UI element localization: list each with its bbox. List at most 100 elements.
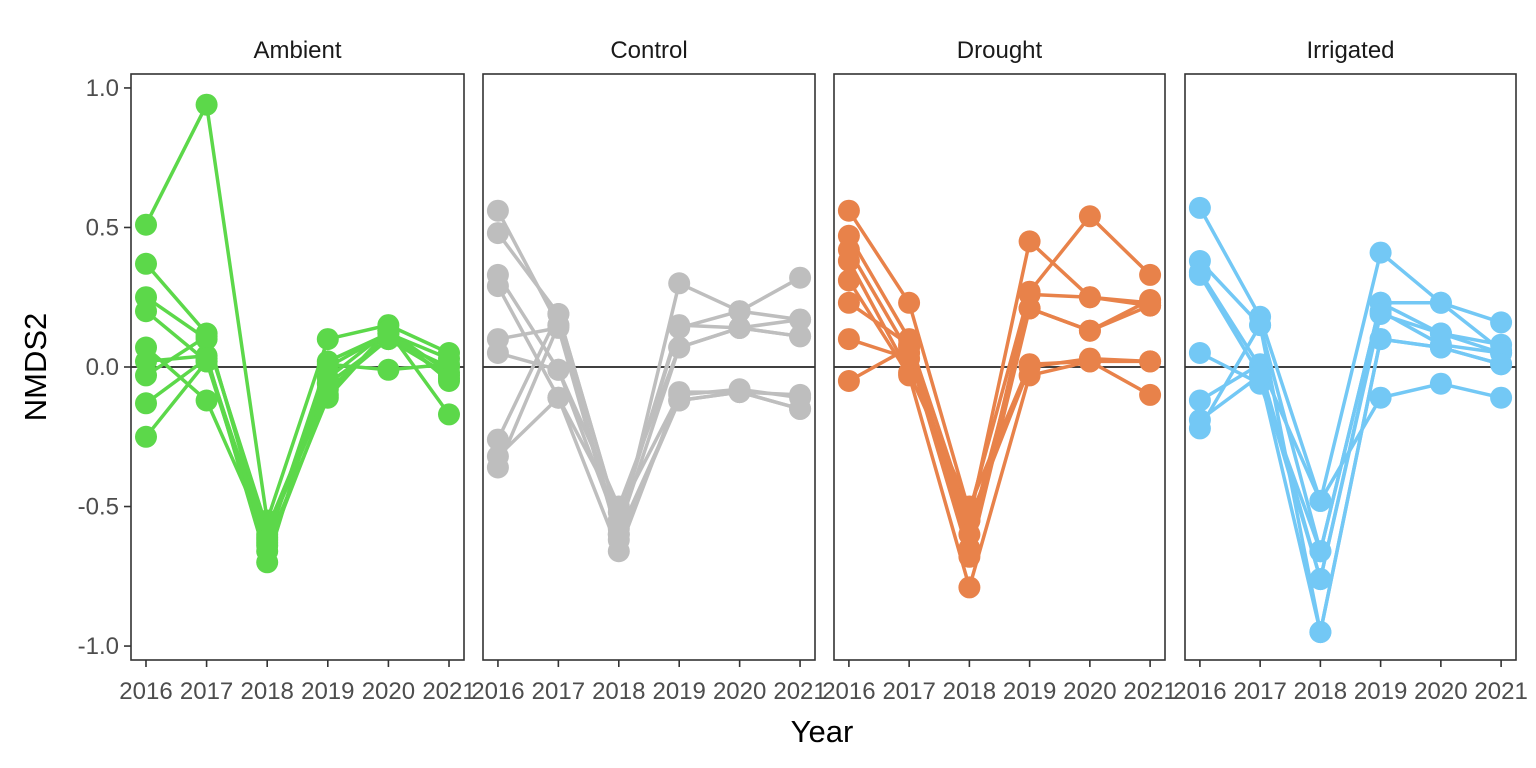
x-tick-label: 2017 <box>1233 678 1286 705</box>
data-point <box>1249 364 1272 387</box>
panel-border <box>482 73 816 661</box>
series-line <box>144 328 450 548</box>
data-point <box>837 328 860 351</box>
data-point <box>256 529 279 551</box>
data-point <box>1490 353 1513 376</box>
y-tick-label: 0.0 <box>86 354 119 381</box>
x-tick-label: 2020 <box>1414 678 1467 705</box>
data-point <box>1490 386 1513 409</box>
data-point <box>837 269 860 292</box>
x-tick-label: 2018 <box>943 678 996 705</box>
x-tick-label: 2019 <box>653 678 706 705</box>
series-line <box>144 331 451 542</box>
series-line <box>1198 259 1502 553</box>
data-point <box>1369 303 1392 325</box>
data-point <box>316 328 339 351</box>
y-axis-title: NMDS2 <box>18 313 53 422</box>
data-point <box>607 523 630 546</box>
series-line <box>848 303 1151 537</box>
facet-panel-drought: Drought 2016 2017 2018 2019 2020 2021 <box>822 37 1177 705</box>
data-point <box>256 551 279 574</box>
x-tick-label: 2020 <box>362 678 415 705</box>
data-point <box>1139 350 1162 373</box>
series-line <box>145 334 450 537</box>
x-tick-label: 2019 <box>1003 678 1056 705</box>
data-point <box>898 336 921 359</box>
data-point <box>547 314 570 337</box>
x-tick-label: 2021 <box>1474 678 1527 705</box>
data-point <box>1249 314 1272 337</box>
y-tick-label: 1.0 <box>86 75 119 102</box>
x-axis-title: Year <box>791 714 854 749</box>
facet-panels: Ambient 2016 2017 2018 2019 2020 2021 Control 20… <box>119 37 1528 705</box>
data-point <box>789 325 812 348</box>
data-point <box>135 252 157 275</box>
x-tick-label: 2017 <box>180 678 233 705</box>
y-tick-label: 0.5 <box>86 214 119 241</box>
x-tick-label: 2021 <box>773 678 826 705</box>
data-point <box>438 403 460 426</box>
data-point <box>837 291 860 314</box>
data-point <box>668 389 691 412</box>
data-point <box>958 576 981 599</box>
data-point <box>668 316 691 339</box>
data-point <box>547 358 570 381</box>
data-point <box>486 428 509 451</box>
panel-border <box>833 73 1166 661</box>
x-tick-label: 2020 <box>713 678 766 705</box>
facet-title: Ambient <box>253 37 341 64</box>
x-tick-label: 2019 <box>301 678 354 705</box>
data-point <box>377 322 400 345</box>
data-point <box>1490 311 1513 334</box>
data-point <box>898 364 921 387</box>
data-point <box>1369 328 1392 351</box>
data-point <box>135 300 157 323</box>
data-point <box>1309 489 1332 512</box>
data-point <box>1429 372 1452 395</box>
data-point <box>1078 286 1101 309</box>
y-tick-label: -1.0 <box>78 633 119 660</box>
facet-panel-irrigated: Irrigated 2016 2017 2018 2019 2020 2021 <box>1173 37 1528 705</box>
data-point <box>486 456 509 479</box>
data-point <box>958 523 981 546</box>
series-line <box>144 262 450 545</box>
data-point <box>135 425 157 448</box>
facet-panel-control: Control 2016 2017 2018 2019 2020 2021 <box>471 37 827 705</box>
data-point <box>135 364 157 387</box>
data-point <box>789 397 812 420</box>
series-line <box>496 209 801 537</box>
data-point <box>607 501 630 524</box>
series-line <box>1198 207 1502 503</box>
y-tick-label: -0.5 <box>78 494 119 521</box>
x-tick-label: 2017 <box>532 678 585 705</box>
x-tick-label: 2016 <box>822 678 875 705</box>
data-point <box>1018 356 1041 378</box>
x-tick-label: 2016 <box>471 678 524 705</box>
data-point <box>1078 205 1101 228</box>
data-point <box>1139 263 1162 286</box>
data-point <box>1429 336 1452 359</box>
data-point <box>789 308 812 331</box>
x-tick-label: 2020 <box>1063 678 1116 705</box>
data-point <box>1188 196 1211 219</box>
data-point <box>135 213 157 236</box>
data-point <box>195 389 218 412</box>
data-point <box>1139 383 1162 406</box>
x-tick-label: 2016 <box>119 678 172 705</box>
data-point <box>1188 417 1211 440</box>
data-point <box>728 316 751 339</box>
data-point <box>1429 291 1452 314</box>
series-line <box>496 232 801 523</box>
data-point <box>195 350 218 373</box>
data-point <box>1188 389 1211 412</box>
data-point <box>1078 319 1101 342</box>
x-tick-label: 2018 <box>1294 678 1347 705</box>
x-tick-label: 2021 <box>422 678 475 705</box>
facet-title: Control <box>610 37 687 64</box>
data-point <box>837 199 860 222</box>
data-point <box>1309 540 1332 563</box>
data-point <box>1188 342 1211 364</box>
x-tick-label: 2017 <box>882 678 935 705</box>
data-point <box>1369 386 1392 409</box>
